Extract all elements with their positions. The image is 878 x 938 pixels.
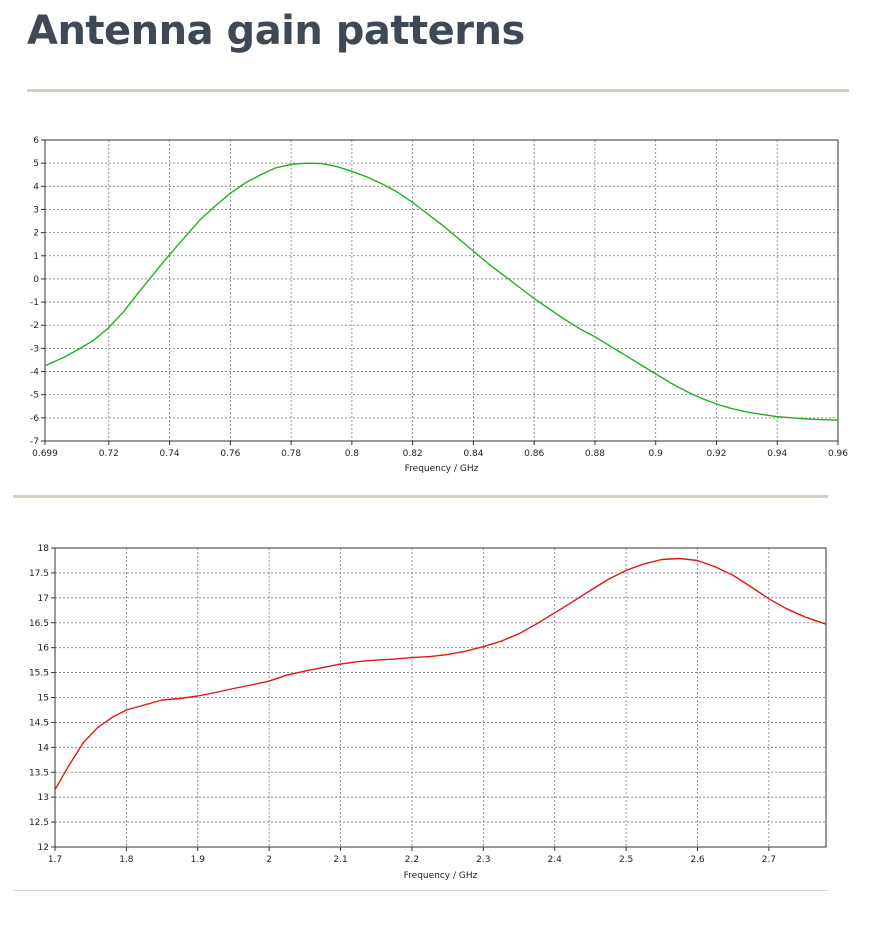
- y-tick-label: 17: [38, 594, 49, 604]
- x-tick-label: 1.7: [48, 855, 62, 865]
- x-tick-label: 0.78: [281, 449, 301, 459]
- y-tick-label: -4: [30, 368, 39, 378]
- x-tick-label: 0.74: [160, 449, 180, 459]
- y-tick-label: 1: [33, 252, 39, 262]
- y-tick-label: 18: [38, 544, 50, 554]
- y-tick-label: -7: [30, 437, 39, 447]
- y-tick-label: 17.5: [29, 569, 49, 579]
- gain-chart-low-band: 0.699 0.72 0.74 0.76 0.78 0.8 0.82 0.84 0.86 0.88…: [30, 136, 848, 474]
- y-tick-label: 5: [33, 159, 39, 169]
- x-tick-label: 0.82: [403, 449, 423, 459]
- y-tick-label: 4: [33, 182, 39, 192]
- x-tick-label: 0.9: [649, 449, 664, 459]
- x-axis-title: Frequency / GHz: [405, 464, 479, 474]
- y-tick-label: 15: [38, 694, 49, 704]
- series-line-0: [54, 557, 827, 791]
- x-tick-label: 0.86: [524, 449, 544, 459]
- plot-frame: [44, 139, 839, 442]
- y-tick-label: -1: [30, 298, 39, 308]
- y-tick-label: 6: [33, 136, 39, 146]
- y-tick-label: -6: [30, 414, 39, 424]
- y-tick-label: 16: [38, 644, 50, 654]
- chart-divider: [13, 495, 828, 498]
- x-tick-label: 0.8: [345, 449, 360, 459]
- y-tick-label: -2: [30, 321, 39, 331]
- y-tick-label: 16.5: [29, 619, 49, 629]
- y-tick-label: 14.5: [29, 718, 49, 728]
- x-tick-label: 2.5: [619, 855, 633, 865]
- x-tick-label: 0.92: [706, 449, 726, 459]
- series-line-0: [44, 162, 839, 421]
- x-tick-label: 2.7: [762, 855, 776, 865]
- y-tick-label: 14: [38, 743, 50, 753]
- y-tick-label: 0: [33, 275, 39, 285]
- x-tick-label: 2.6: [690, 855, 705, 865]
- y-tick-label: 15.5: [29, 669, 49, 679]
- x-tick-label: 0.699: [32, 449, 58, 459]
- plot-area: [45, 140, 838, 441]
- x-tick-label: 0.84: [463, 449, 483, 459]
- page-title: Antenna gain patterns: [27, 8, 525, 54]
- x-tick-label: 2.1: [333, 855, 347, 865]
- bottom-divider: [13, 890, 828, 891]
- x-tick-label: 2.3: [476, 855, 490, 865]
- y-tick-label: 2: [33, 229, 39, 239]
- x-tick-label: 2.4: [548, 855, 563, 865]
- gain-chart-high-band: 1.7 1.8 1.9 2 2.1 2.2 2.3 2.4 2.5 2.6 2.7 12 12.5 13 1…: [29, 544, 827, 881]
- x-tick-label: 0.72: [99, 449, 119, 459]
- x-tick-label: 0.94: [767, 449, 787, 459]
- y-tick-label: -5: [30, 391, 39, 401]
- title-divider: [27, 89, 849, 92]
- x-axis-title: Frequency / GHz: [404, 871, 478, 881]
- y-tick-label: 13: [38, 793, 49, 803]
- x-tick-label: 2: [266, 855, 272, 865]
- x-tick-label: 0.88: [585, 449, 605, 459]
- y-tick-label: 12: [38, 843, 49, 853]
- x-tick-label: 0.76: [220, 449, 240, 459]
- y-tick-label: -3: [30, 344, 39, 354]
- y-tick-label: 12.5: [29, 818, 49, 828]
- x-tick-label: 0.96: [828, 449, 848, 459]
- x-tick-label: 1.8: [119, 855, 134, 865]
- x-tick-label: 1.9: [191, 855, 206, 865]
- y-tick-label: 3: [33, 205, 39, 215]
- y-tick-label: 13.5: [29, 768, 49, 778]
- x-tick-label: 2.2: [405, 855, 419, 865]
